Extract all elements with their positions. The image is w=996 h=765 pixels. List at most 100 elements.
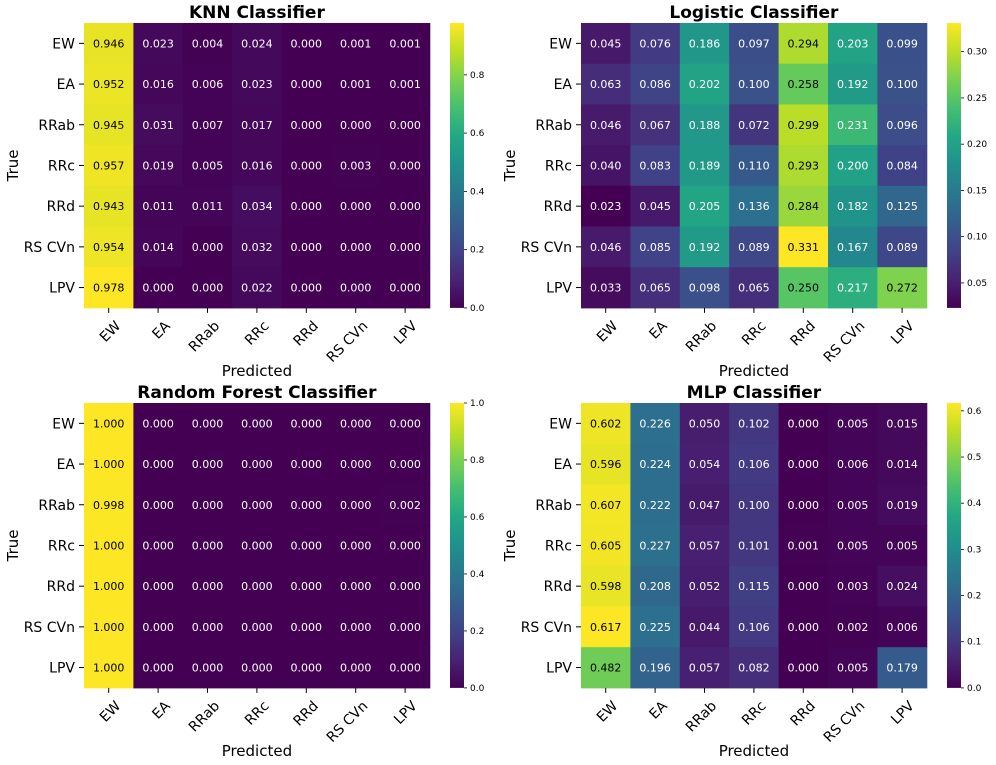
heatmap-cell [380,23,431,65]
x-tick-label: RS CVn [821,318,869,366]
cell-value-label: 0.000 [291,37,323,50]
heatmap-cell [877,104,928,146]
cell-value-label: 0.002 [389,499,421,512]
heatmap-cell [84,185,134,227]
cell-value-label: 0.227 [639,539,671,552]
cell-value-label: 0.000 [389,241,421,254]
cell-value-label: 0.998 [93,499,125,512]
y-tick-label: RS CVn [521,240,572,256]
heatmap-cell [630,63,681,105]
cell-value-label: 0.019 [886,499,918,512]
cell-value-label: 0.000 [389,539,421,552]
heatmap-cell [729,63,780,105]
cell-value-label: 0.617 [590,621,622,634]
heatmap-cell [778,606,829,648]
heatmap-cell [778,185,829,227]
heatmap-cell [84,145,134,187]
cell-value-label: 0.167 [837,241,869,254]
cell-value-label: 0.106 [738,458,770,471]
y-tick-label: RRd [47,579,75,595]
cell-value-label: 0.000 [241,662,273,675]
cell-value-label: 0.000 [241,580,273,593]
heatmap-cell [630,484,681,526]
heatmap-cell [630,23,681,65]
cell-value-label: 0.222 [639,499,671,512]
cell-value-label: 0.001 [389,37,421,50]
heatmap-cell [331,403,381,445]
cell-value-label: 0.182 [837,200,869,213]
y-tick-label: RRd [544,579,572,595]
heatmap-cell [232,226,283,268]
colorbar-tick-label: 0.6 [470,129,485,139]
cell-value-label: 0.000 [241,539,273,552]
heatmap-cell [828,23,878,65]
cell-value-label: 0.057 [689,539,721,552]
heatmap-cell [133,63,184,105]
cell-value-label: 0.000 [291,78,323,91]
cell-value-label: 0.605 [590,539,622,552]
heatmap-cell [877,185,928,227]
heatmap-cell [630,185,681,227]
cell-value-label: 0.208 [639,580,671,593]
cell-value-label: 0.102 [738,417,770,430]
chart-title: MLP Classifier [687,383,822,403]
heatmap-cell [581,226,631,268]
cell-value-label: 0.089 [738,241,770,254]
cell-value-label: 0.000 [389,417,421,430]
y-tick-label: EA [57,457,76,473]
heatmap-cell [877,23,928,65]
cell-value-label: 0.225 [639,621,671,634]
cell-value-label: 0.482 [590,662,622,675]
heatmap-cell [133,525,184,567]
heatmap-cell [877,565,928,607]
heatmap-cell [729,647,780,689]
heatmap-cell [133,145,184,187]
heatmap-cell [828,565,878,607]
cell-value-label: 0.250 [788,282,820,295]
colorbar [947,403,961,688]
heatmap-cell [778,63,829,105]
heatmap-cell [778,267,829,309]
cell-value-label: 0.084 [886,159,918,172]
cell-value-label: 0.014 [886,458,918,471]
colorbar-tick-label: 0.10 [967,233,987,243]
x-tick-label: EA [149,318,174,343]
cell-value-label: 0.294 [788,37,820,50]
heatmap-cell [581,443,631,485]
cell-value-label: 0.057 [689,662,721,675]
cell-value-label: 0.005 [837,539,869,552]
cell-value-label: 0.000 [192,662,224,675]
heatmap-cell [630,525,681,567]
heatmap-cell [331,23,381,65]
heatmap-cell [182,403,233,445]
y-tick-label: RRab [38,118,75,134]
heatmap-cell [182,267,233,309]
heatmap-cell [331,606,381,648]
heatmap-cell [281,63,332,105]
cell-value-label: 0.045 [590,37,622,50]
cell-value-label: 0.000 [192,499,224,512]
heatmap-cell [281,403,332,445]
cell-value-label: 0.000 [241,458,273,471]
x-tick-label: RRab [683,318,720,355]
cell-value-label: 0.052 [689,580,721,593]
cell-value-label: 0.205 [689,200,721,213]
heatmap-cell [380,647,431,689]
heatmap-cell [581,267,631,309]
cell-value-label: 0.000 [340,662,372,675]
cell-value-label: 0.002 [837,621,869,634]
heatmap-cell [232,104,283,146]
heatmap-cell [331,104,381,146]
x-tick-label: RRab [186,318,223,355]
y-tick-label: RRab [38,498,75,514]
heatmap-cell [182,226,233,268]
heatmap-cell [331,484,381,526]
heatmap-cell [778,403,829,445]
heatmap-cell [679,226,730,268]
heatmap-cell [877,647,928,689]
heatmap-cell [630,443,681,485]
cell-value-label: 0.000 [340,200,372,213]
cell-value-label: 0.000 [142,282,174,295]
cell-value-label: 0.602 [590,417,622,430]
heatmap-cell [581,403,631,445]
